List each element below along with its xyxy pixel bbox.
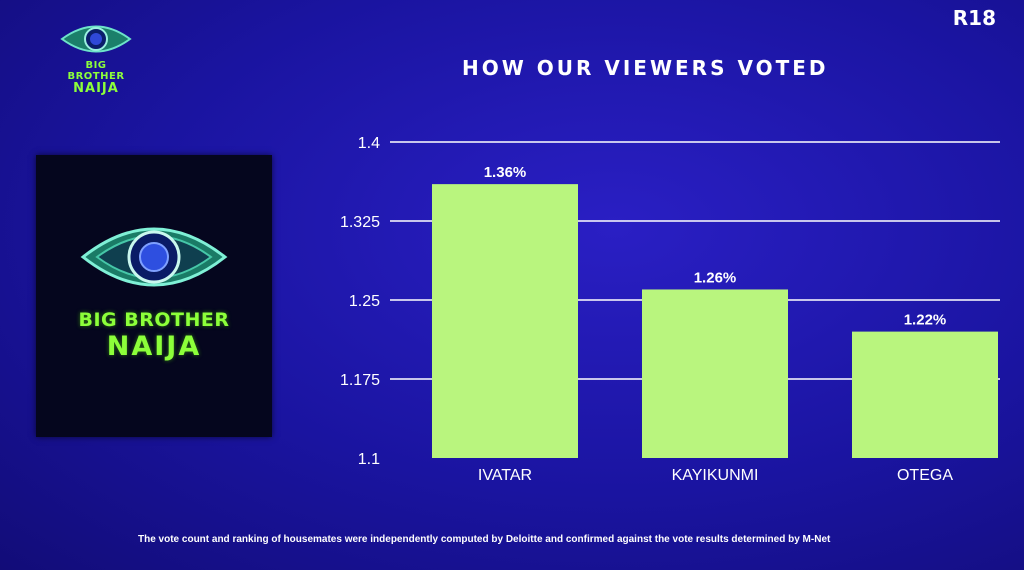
data-label: 1.36%: [484, 164, 527, 181]
x-tick-label: IVATAR: [478, 467, 532, 484]
y-tick-label: 1.1: [358, 451, 380, 468]
footnote: The vote count and ranking of housemates…: [138, 534, 831, 545]
logo-line-1: BIG BROTHER: [67, 60, 125, 82]
y-tick-label: 1.325: [340, 214, 380, 231]
bar: [432, 184, 578, 458]
eye-logo-icon: [80, 227, 228, 287]
show-logo-poster: BIG BROTHER NAIJA: [36, 155, 272, 437]
data-label: 1.22%: [904, 312, 947, 329]
chart-title: HOW OUR VIEWERS VOTED: [462, 56, 829, 80]
y-tick-label: 1.4: [358, 135, 380, 152]
show-logo-small: BIG BROTHER NAIJA: [56, 20, 136, 100]
x-tick-label: OTEGA: [897, 467, 953, 484]
poster-line-2: NAIJA: [106, 331, 202, 362]
y-tick-label: 1.175: [340, 372, 380, 389]
bar: [852, 331, 998, 458]
x-tick-label: KAYIKUNMI: [672, 467, 759, 484]
bar: [642, 289, 788, 458]
poster-line-1: BIG BROTHER: [78, 309, 230, 331]
logo-line-2: NAIJA: [73, 81, 119, 96]
rating-badge: R18: [952, 6, 996, 30]
data-label: 1.26%: [694, 269, 737, 286]
eye-logo-icon: [60, 25, 132, 53]
y-tick-label: 1.25: [349, 293, 380, 310]
